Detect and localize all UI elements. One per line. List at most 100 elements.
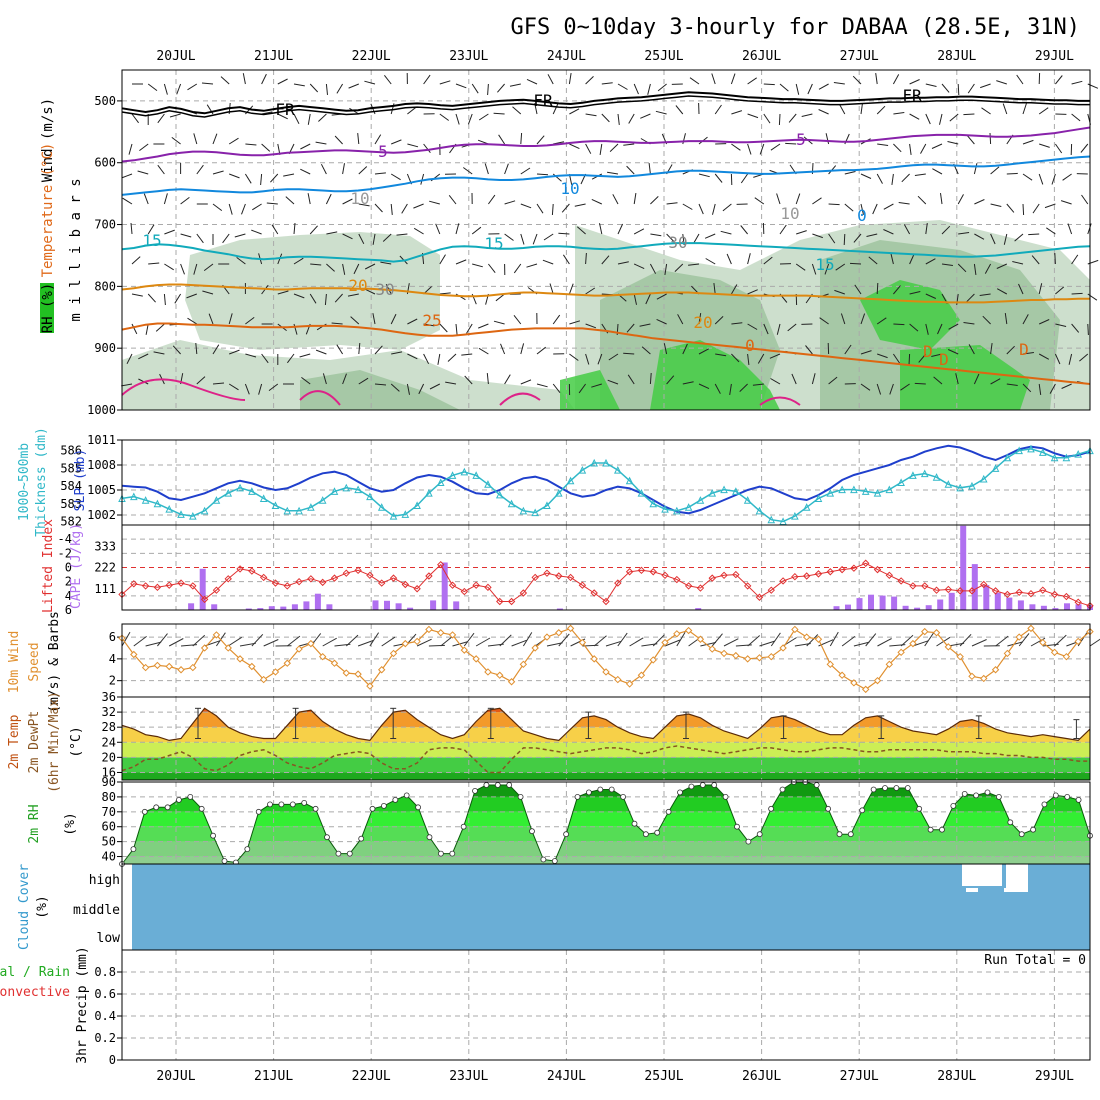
wind-speed-point <box>649 656 657 664</box>
wind-barb <box>1061 383 1072 389</box>
rh-point <box>141 808 148 815</box>
temp-band <box>122 772 1090 780</box>
wind-barb <box>261 111 273 115</box>
wind-barb <box>309 225 318 235</box>
wind-barb <box>649 372 652 385</box>
rh-point <box>722 794 729 800</box>
wind-barb <box>617 223 624 235</box>
wind-barb <box>876 105 886 115</box>
wind-barb <box>122 197 133 205</box>
isotherm-label: 10 <box>780 204 799 223</box>
wind-barb <box>714 316 724 325</box>
rh-point <box>437 850 444 857</box>
wind-barb <box>407 353 418 360</box>
wind-speed-point <box>307 639 315 648</box>
wind-barb <box>513 314 522 325</box>
rh-point <box>939 826 945 833</box>
wind-barb <box>677 314 684 325</box>
lifted-index-point <box>968 587 976 595</box>
thickness-point <box>684 503 693 511</box>
wind-speed-point <box>1039 638 1047 647</box>
run-total-text: Run Total = 0 <box>984 953 1086 968</box>
wind-barb <box>418 383 425 395</box>
wind-barb <box>698 383 710 390</box>
wind-barb <box>892 353 901 364</box>
wind-barb <box>244 383 250 395</box>
wind-barb <box>509 83 521 87</box>
wind-barb <box>996 263 1008 269</box>
wind-barb <box>973 263 977 275</box>
lifted-index-point <box>732 570 740 579</box>
wind-barb <box>342 163 345 175</box>
lifted-index-point <box>991 587 1000 595</box>
wind-barb <box>1038 107 1049 115</box>
wind-barb <box>464 375 473 385</box>
wind10m-barb <box>806 634 819 647</box>
rh-point <box>677 789 683 796</box>
temp-tick-label: 24 <box>102 735 116 749</box>
wind-barb <box>1038 353 1050 360</box>
lifted-index-point <box>637 566 646 575</box>
wind-barb <box>698 173 710 178</box>
wind-barb <box>1071 323 1080 333</box>
thickness-point <box>342 483 351 492</box>
wind10m-barb <box>617 632 628 647</box>
wind-barb <box>1006 172 1018 175</box>
thickness-point <box>779 517 787 525</box>
wind-speed-point <box>602 668 610 676</box>
wind-barb <box>486 373 489 385</box>
wind-barb <box>925 83 937 87</box>
date-label-bottom: 24JUL <box>547 1069 586 1084</box>
wind-barb <box>504 163 509 175</box>
wind-barb <box>812 197 822 205</box>
wind-barb <box>996 80 1007 85</box>
wind-barb <box>932 168 943 175</box>
temp-band <box>122 708 1090 713</box>
rh-point <box>745 838 752 845</box>
wind-barb <box>245 353 257 358</box>
lifted-index-point <box>602 597 610 606</box>
wind-barb <box>1032 203 1040 214</box>
date-label-bottom: 27JUL <box>840 1069 879 1084</box>
wind-barb <box>901 173 910 183</box>
cape-bar <box>914 607 921 610</box>
rh-region-100 <box>650 340 780 410</box>
wind-speed-point <box>932 629 941 637</box>
wind-barb <box>1038 173 1044 185</box>
li-tick-label: 2 <box>65 575 72 589</box>
lifted-index-point <box>271 579 280 587</box>
wind10m-barb <box>499 634 512 647</box>
lifted-index-point <box>1062 592 1071 601</box>
wind-barb <box>266 202 278 205</box>
wind-barb <box>131 256 141 265</box>
pressure-panel-labels: Wind (m/s) Temperature (°C) m i l l i b … <box>40 98 84 333</box>
wind-barb <box>889 383 894 395</box>
wind-barb <box>1060 200 1072 205</box>
wind-barb <box>585 252 587 265</box>
wind-barb <box>498 134 506 145</box>
wind-speed-point <box>401 639 410 648</box>
wind-barb <box>941 225 951 235</box>
wind-barb <box>893 285 901 295</box>
thickness-point <box>850 485 858 494</box>
thickness-point <box>673 506 681 515</box>
wind-barb <box>520 203 532 209</box>
thickness-point <box>578 465 587 474</box>
wind-speed-point <box>980 674 988 683</box>
wind-barb <box>648 163 651 175</box>
thickness-point <box>153 499 162 508</box>
wind-barb <box>195 342 198 355</box>
lifted-index-point <box>743 582 752 590</box>
wind-barb <box>478 347 489 355</box>
wind-barb <box>245 316 255 325</box>
wind-barb <box>390 173 401 181</box>
wind-barb <box>973 373 980 385</box>
temp-tick-label: 20 <box>102 750 116 764</box>
wind-barb <box>650 233 662 237</box>
wind-speed-point <box>437 629 445 637</box>
thickness-point <box>472 471 480 479</box>
lifted-index-point <box>980 580 988 589</box>
wind-barb <box>787 323 797 332</box>
wind-barb <box>585 143 592 154</box>
